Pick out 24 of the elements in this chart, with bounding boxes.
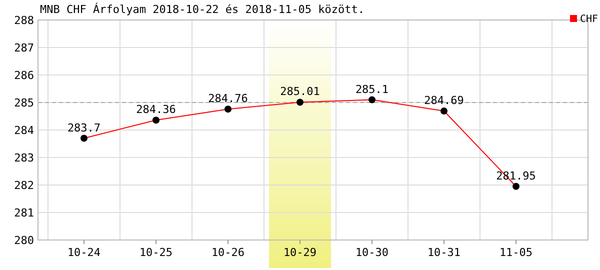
chart-title: MNB CHF Árfolyam 2018-10-22 és 2018-11-05 között. [40, 2, 365, 16]
data-label: 283.7 [67, 121, 101, 134]
y-tick-label: 283 [14, 152, 34, 164]
x-tick-label: 10-31 [427, 246, 461, 259]
y-tick-label: 282 [14, 179, 34, 192]
data-label: 285.01 [280, 85, 320, 98]
y-tick-label: 284 [14, 124, 34, 137]
x-tick-label: 10-29 [283, 246, 317, 259]
data-label: 284.36 [136, 103, 176, 116]
y-tick-label: 285 [14, 96, 34, 110]
x-tick-label: 10-30 [355, 246, 389, 259]
y-tick-label: 281 [14, 206, 34, 220]
legend-label: CHF [580, 14, 598, 25]
x-tick-label: 10-24 [67, 246, 101, 259]
y-tick-label: 288 [14, 14, 34, 27]
data-label: 285.1 [355, 82, 389, 96]
y-tick-label: 286 [14, 69, 34, 82]
x-tick-label: 10-26 [211, 246, 245, 259]
x-tick-label: 11-05 [499, 246, 533, 259]
y-tick-label: 280 [14, 234, 34, 247]
data-label: 284.69 [424, 94, 464, 108]
y-tick-label: 287 [14, 42, 34, 54]
x-tick-label: 10-25 [139, 246, 173, 259]
data-label: 284.76 [208, 92, 248, 106]
